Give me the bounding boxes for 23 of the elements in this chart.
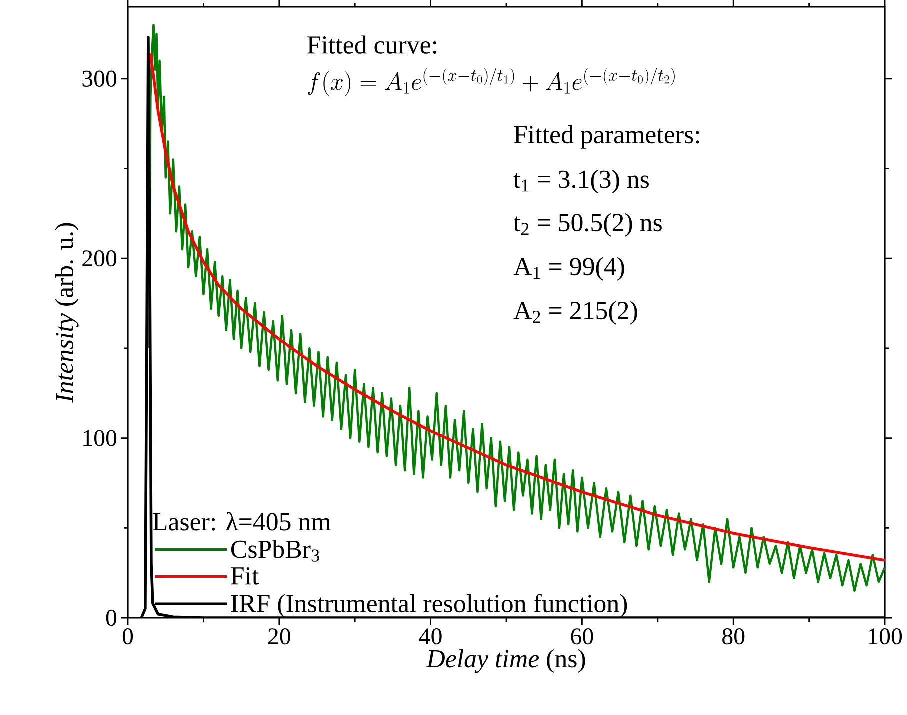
x-tick-label: 20 [268, 628, 290, 645]
legend-title: Laser: λ=405 nm [153, 512, 331, 531]
x-tick-label: 0 [122, 628, 134, 645]
y-tick-label: 100 [84, 430, 117, 446]
x-tick-label: 40 [419, 628, 442, 645]
annotation: A$_{2}$ = 215(2) [514, 301, 638, 325]
legend-label: Fit [231, 567, 260, 585]
x-tick-label: 100 [869, 628, 902, 645]
y-tick-label: 200 [82, 250, 117, 267]
legend-label: IRF (Instrumental resolution function) [231, 594, 628, 618]
annotation: t$_{1}$ = 3.1(3) ns [514, 170, 649, 194]
y-tick-label: 0 [106, 610, 117, 626]
annotation: Fitted parameters: [514, 125, 700, 149]
x-axis-title: Delay time (ns) [426, 650, 586, 674]
annotation: A$_{1}$ = 99(4) [514, 257, 624, 281]
y-tick-label: 300 [82, 70, 117, 87]
legend-label: CsPbBr$_{3}$ [231, 540, 320, 562]
x-tick-label: 60 [571, 628, 594, 645]
x-tick-label: 80 [722, 628, 745, 645]
annotation: $f(x)=A_{1}e^{(-(x-t_{0})/t_{1})}+A_{1}e^{(-(x-t_{0})/t_{2})}$ [308, 68, 675, 96]
annotation: t$_{2}$ = 50.5(2) ns [514, 213, 662, 237]
annotation: Fitted curve: [308, 36, 436, 54]
y-axis-title: Intensity (arb. u.) [55, 223, 79, 403]
